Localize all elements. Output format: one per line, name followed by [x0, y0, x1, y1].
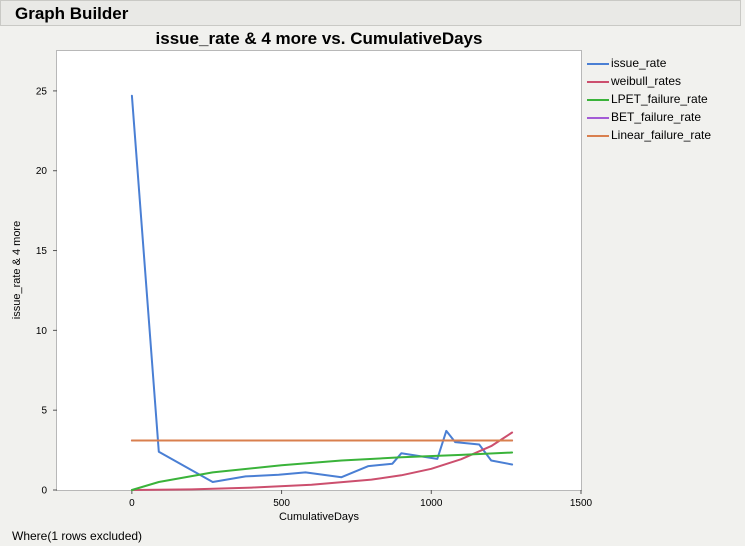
plot-area[interactable] — [56, 50, 582, 491]
excluded-rows-note: Where(1 rows excluded) — [12, 529, 143, 543]
x-tick-label: 1500 — [570, 498, 593, 509]
legend-label: BET_failure_rate — [611, 110, 702, 124]
legend-label: Linear_failure_rate — [611, 128, 712, 142]
y-tick-label: 15 — [36, 246, 48, 257]
app-title: Graph Builder — [15, 4, 129, 23]
legend-swatch — [587, 63, 609, 65]
y-tick-label: 0 — [41, 486, 47, 497]
legend-label: weibull_rates — [611, 74, 682, 88]
x-axis-label: CumulativeDays — [278, 511, 360, 523]
y-tick-label: 10 — [36, 326, 48, 337]
series-line-weibull_rates — [130, 431, 514, 491]
y-tick-label: 5 — [41, 406, 47, 417]
x-tick-label: 1000 — [420, 498, 443, 509]
legend-swatch — [587, 99, 609, 101]
legend-swatch — [587, 117, 609, 119]
x-tick-label: 500 — [273, 498, 290, 509]
legend-label: issue_rate — [611, 56, 667, 70]
y-tick-label: 20 — [36, 166, 48, 177]
y-axis-label: issue_rate & 4 more — [11, 220, 23, 320]
series-line-issue_rate — [130, 94, 514, 483]
series-line-LPET_failure_rate — [130, 451, 514, 491]
legend-swatch — [587, 81, 609, 83]
legend-swatch — [587, 135, 609, 137]
legend-label: LPET_failure_rate — [611, 92, 708, 106]
x-tick-label: 0 — [129, 498, 135, 509]
title-bar: Graph Builder — [0, 0, 741, 26]
y-tick-label: 25 — [36, 86, 48, 97]
chart-title: issue_rate & 4 more vs. CumulativeDays — [155, 29, 483, 48]
